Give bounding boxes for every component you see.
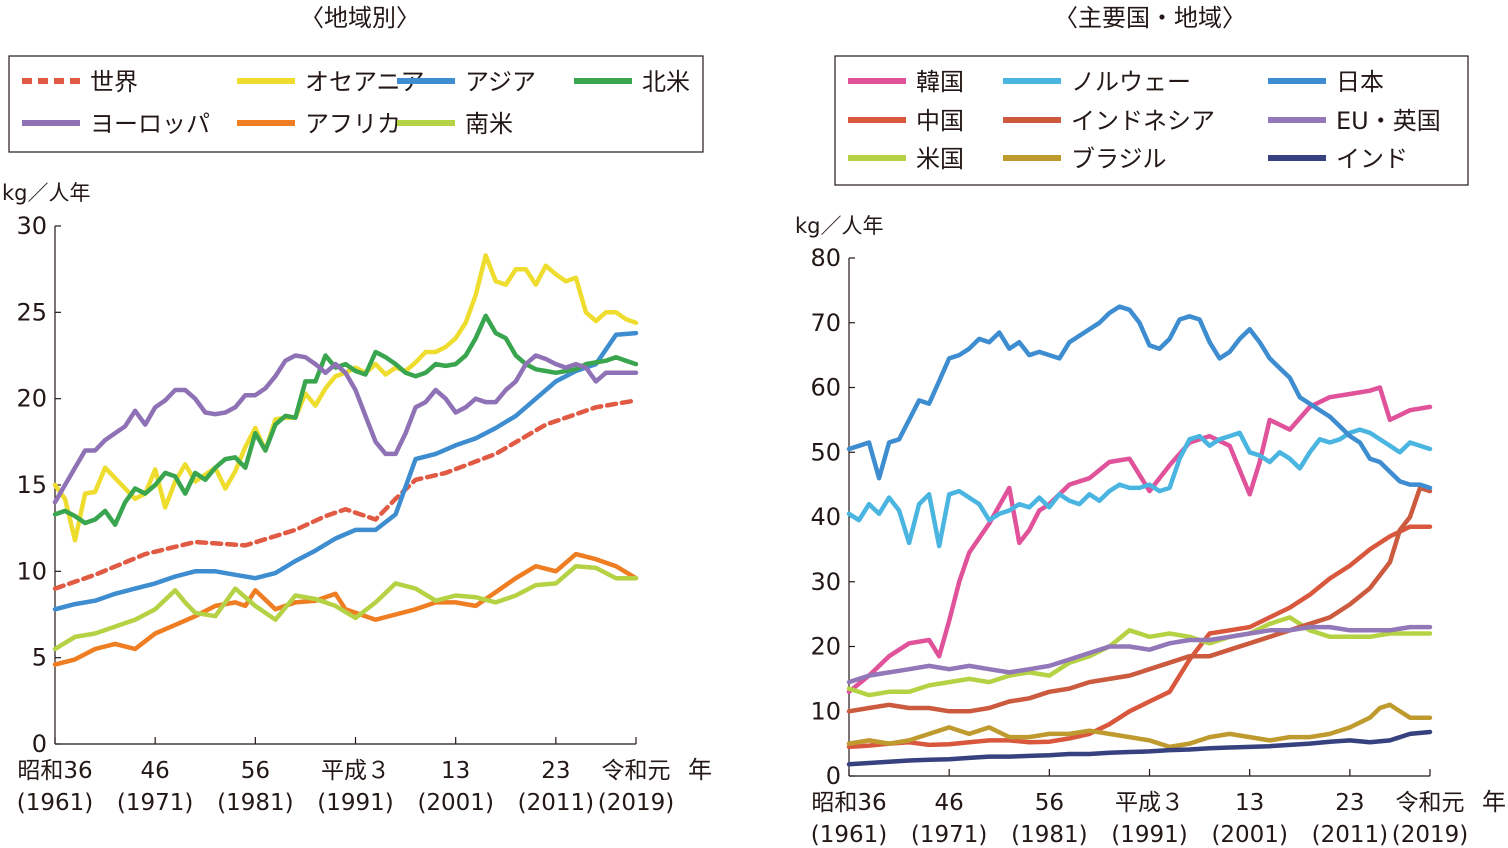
country-x-tick-year: (2001): [1211, 822, 1287, 848]
series-line-韓国: [846, 385, 1433, 695]
country-y-tick-label: 60: [810, 374, 841, 402]
country-x-tick-year: (2019): [1392, 822, 1468, 848]
series-line-中国: [846, 524, 1433, 750]
legend-label-米国: 米国: [916, 145, 964, 173]
regional-x-tick-year: (1991): [317, 790, 393, 816]
regional-y-tick-label: 30: [16, 212, 47, 240]
regional-x-tick-label: 46: [141, 758, 170, 784]
country-x-unit: 年: [1482, 788, 1506, 816]
regional-x-tick-label: 13: [441, 758, 470, 784]
legend-label-中国: 中国: [916, 107, 964, 135]
country-y-tick-label: 0: [826, 762, 841, 790]
legend-label-日本: 日本: [1336, 68, 1384, 96]
regional-x-tick-label: 令和元: [602, 758, 671, 784]
legend-label-ヨーロッパ: ヨーロッパ: [90, 110, 210, 138]
regional-y-unit: kg／人年: [2, 181, 91, 205]
country-x-tick-year: (2011): [1312, 822, 1388, 848]
series-line-米国: [846, 615, 1433, 698]
series-line-ブラジル: [846, 702, 1433, 750]
country-y-tick-label: 10: [810, 697, 841, 725]
country-series-lines: [846, 304, 1433, 767]
country-x-tick-label: 平成３: [1115, 790, 1184, 816]
regional-x-tick-label: 23: [541, 758, 570, 784]
legend-label-ノルウェー: ノルウェー: [1071, 68, 1191, 96]
series-line-ヨーロッパ: [52, 353, 639, 505]
regional-x-tick-year: (2011): [518, 790, 594, 816]
legend-label-EU・英国: EU・英国: [1336, 107, 1441, 135]
legend-label-世界: 世界: [90, 68, 138, 96]
series-line-インド: [846, 729, 1433, 767]
country-x-tick-year: (1961): [811, 822, 887, 848]
country-x-tick-label: 23: [1335, 790, 1364, 816]
legend-label-インドネシア: インドネシア: [1071, 107, 1215, 135]
country-x-tick-year: (1971): [911, 822, 987, 848]
regional-x-tick-year: (1961): [17, 790, 93, 816]
regional-y-tick-label: 15: [16, 471, 47, 499]
series-line-南米: [52, 563, 639, 652]
series-line-日本: [846, 304, 1433, 491]
regional-x-tick-year: (1971): [117, 790, 193, 816]
regional-x-tick-label: 56: [241, 758, 270, 784]
regional-x-tick-year: (1981): [217, 790, 293, 816]
regional-x-tick-year: (2001): [417, 790, 493, 816]
country-x-tick-year: (1991): [1111, 822, 1187, 848]
series-line-EU・英国: [846, 624, 1433, 685]
series-line-世界: [52, 398, 639, 591]
country-x-tick-label: 昭和36: [811, 790, 886, 816]
regional-series-lines: [52, 253, 639, 667]
country-y-tick-label: 20: [810, 633, 841, 661]
country-legend-box: [834, 55, 1469, 186]
regional-x-tick-label: 平成３: [321, 758, 390, 784]
country-x-tick-label: 令和元: [1396, 790, 1465, 816]
regional-x-tick-year: (2019): [598, 790, 674, 816]
legend-label-南米: 南米: [465, 110, 513, 138]
legend-label-韓国: 韓国: [916, 68, 964, 96]
country-chart-title: 〈主要国・地域〉: [1054, 4, 1246, 32]
series-line-ノルウェー: [846, 427, 1433, 549]
country-y-tick-label: 50: [810, 438, 841, 466]
country-y-tick-label: 80: [810, 244, 841, 272]
country-y-tick-label: 70: [810, 309, 841, 337]
legend-label-アジア: アジア: [465, 68, 536, 96]
regional-chart-title: 〈地域別〉: [300, 4, 420, 32]
country-x-tick-year: (1981): [1011, 822, 1087, 848]
series-line-アジア: [52, 330, 639, 612]
series-line-アフリカ: [52, 551, 639, 667]
regional-x-unit: 年: [688, 756, 712, 784]
legend-label-北米: 北米: [642, 68, 690, 96]
regional-y-tick-label: 25: [16, 298, 47, 326]
legend-label-ブラジル: ブラジル: [1071, 145, 1167, 173]
regional-y-tick-label: 10: [16, 557, 47, 585]
country-x-tick-label: 13: [1235, 790, 1264, 816]
country-x-tick-label: 46: [935, 790, 964, 816]
regional-y-tick-label: 20: [16, 385, 47, 413]
country-y-unit: kg／人年: [795, 214, 884, 238]
country-x-tick-label: 56: [1035, 790, 1064, 816]
series-line-インドネシア: [846, 485, 1433, 714]
country-y-tick-label: 30: [810, 568, 841, 596]
regional-legend-box: [8, 55, 704, 153]
series-line-オセアニア: [52, 253, 639, 543]
regional-y-tick-label: 0: [32, 730, 47, 758]
country-y-tick-label: 40: [810, 503, 841, 531]
regional-x-tick-label: 昭和36: [17, 758, 92, 784]
series-line-北米: [52, 313, 639, 527]
legend-label-インド: インド: [1336, 145, 1408, 173]
regional-y-tick-label: 5: [32, 644, 47, 672]
legend-label-アフリカ: アフリカ: [305, 110, 401, 138]
